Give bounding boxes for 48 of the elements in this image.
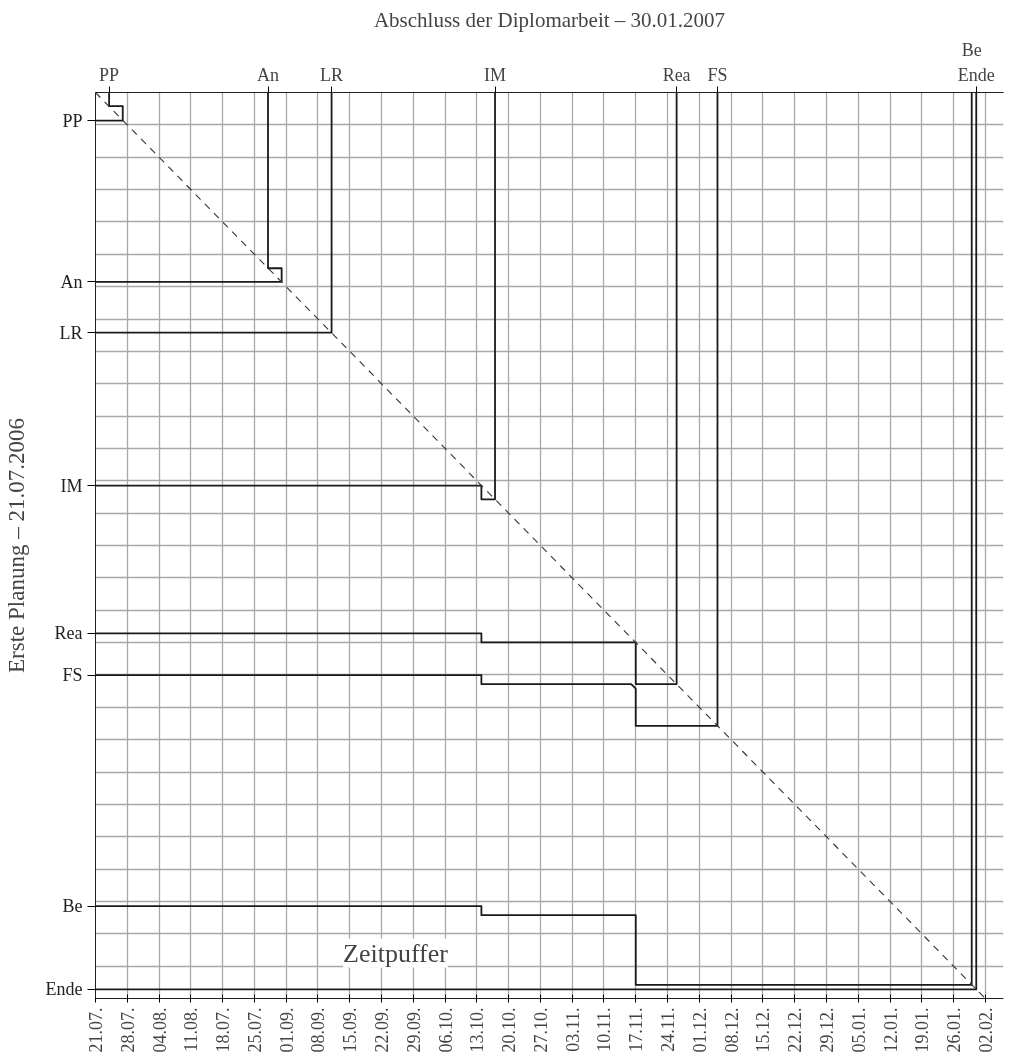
annotation: Be xyxy=(62,896,83,917)
x-tick-label: 29.12. xyxy=(816,1007,837,1053)
x-tick-label: 25.07. xyxy=(244,1007,265,1053)
annotation: Ende xyxy=(45,979,83,1000)
annotation: Rea xyxy=(54,623,83,644)
x-tick-label: 02.02. xyxy=(975,1007,996,1053)
x-tick-label: 05.01. xyxy=(848,1007,869,1053)
x-tick-label: 12.01. xyxy=(880,1007,901,1053)
annotation: Ende xyxy=(957,64,995,85)
annotation: IM xyxy=(484,64,507,85)
x-tick-label: 24.11. xyxy=(658,1007,679,1052)
annotation: Rea xyxy=(662,64,691,85)
annotation: LR xyxy=(320,64,344,85)
x-tick-label: 10.11. xyxy=(594,1007,615,1052)
annotation: FS xyxy=(62,665,83,686)
annotation: An xyxy=(257,64,280,85)
x-tick-label: 22.12. xyxy=(785,1007,806,1053)
x-tick-label: 03.11. xyxy=(562,1007,583,1052)
x-tick-label: 28.07. xyxy=(117,1007,138,1053)
x-tick-label: 04.08. xyxy=(149,1007,170,1053)
annotation: LR xyxy=(59,322,83,343)
x-tick-label: 21.07. xyxy=(86,1007,106,1053)
x-tick-label: 15.09. xyxy=(340,1007,361,1053)
annotation: PP xyxy=(62,110,83,131)
x-tick-label: 29.09. xyxy=(403,1007,424,1053)
annotation: FS xyxy=(707,64,728,85)
annotation: An xyxy=(60,271,83,292)
x-tick-label: 22.09. xyxy=(372,1007,393,1053)
x-tick-label: 18.07. xyxy=(213,1007,234,1053)
annotation: Zeitpuffer xyxy=(343,938,449,968)
x-tick-label: 17.11. xyxy=(626,1007,647,1052)
x-tick-label: 13.10. xyxy=(467,1007,488,1053)
x-tick-label: 01.09. xyxy=(276,1007,297,1053)
annotation: IM xyxy=(60,475,83,496)
x-tick-label: 08.12. xyxy=(721,1007,742,1053)
x-tick-label: 11.08. xyxy=(181,1007,202,1052)
x-tick-label: 06.10. xyxy=(435,1007,456,1053)
x-tick-label: 01.12. xyxy=(689,1007,710,1053)
x-tick-label: 08.09. xyxy=(308,1007,329,1053)
annotation: PP xyxy=(99,64,120,85)
y-axis-title: Erste Planung – 21.07.2006 xyxy=(3,418,29,673)
x-tick-label: 26.01. xyxy=(944,1007,965,1053)
x-tick-label: 19.01. xyxy=(912,1007,933,1053)
x-tick-label: 20.10. xyxy=(499,1007,520,1053)
annotation: Be xyxy=(961,39,982,60)
x-tick-label: 27.10. xyxy=(530,1007,551,1053)
x-tick-label: 15.12. xyxy=(753,1007,774,1053)
chart-title: Abschluss der Diplomarbeit – 30.01.2007 xyxy=(373,7,726,32)
